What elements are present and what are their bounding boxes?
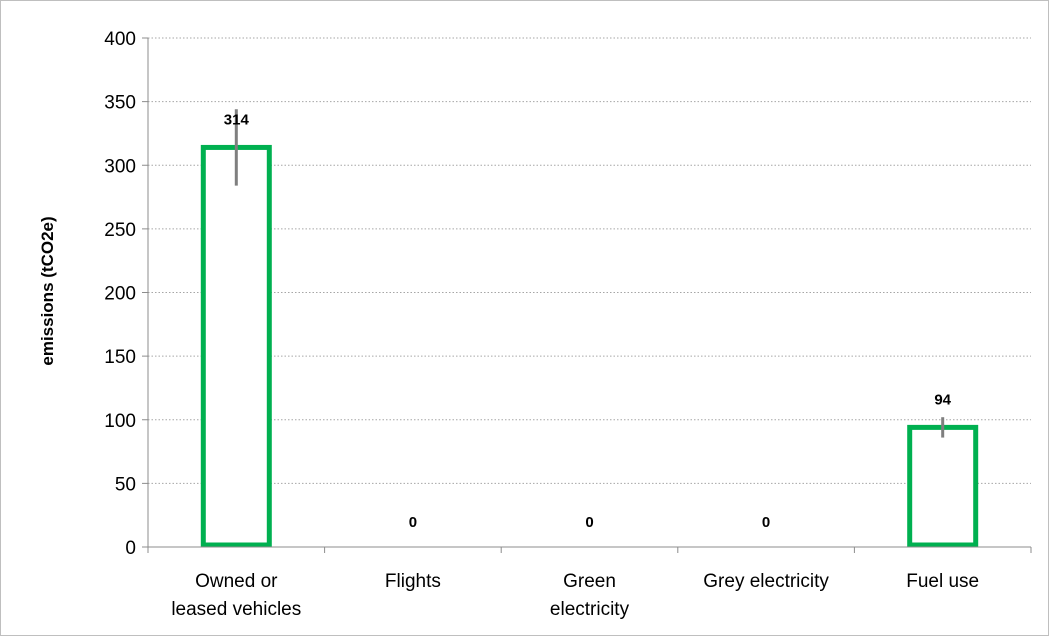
x-category-label: Grey electricity — [703, 571, 829, 592]
y-tick-label: 200 — [104, 284, 136, 305]
data-label: 0 — [585, 514, 593, 531]
y-tick-label: 50 — [115, 474, 136, 495]
data-label: 0 — [762, 514, 770, 531]
y-tick-label: 100 — [104, 411, 136, 432]
x-category-label-line: Grey electricity — [703, 571, 829, 592]
x-category-label: Fuel use — [906, 571, 979, 592]
y-tick-label: 0 — [125, 538, 136, 559]
x-category-label: Owned or leased vehicles — [171, 571, 301, 620]
bar — [907, 424, 979, 548]
x-category-label-line: electricity — [550, 599, 630, 620]
x-category-label-line: Owned or — [195, 571, 278, 592]
axes — [142, 37, 1032, 553]
y-tick-label: 400 — [104, 29, 136, 50]
bars — [200, 109, 979, 548]
x-category-label-line: Green — [563, 571, 616, 592]
y-tick-label: 150 — [104, 347, 136, 368]
y-tick-label: 250 — [104, 220, 136, 241]
x-category-label-line: Flights — [385, 571, 441, 592]
labels: 0 50 100 150 200 250 300 350 400 314 Owned or lease… — [104, 29, 979, 620]
data-label: 314 — [224, 111, 250, 128]
bar — [200, 144, 272, 548]
data-label: 0 — [409, 514, 417, 531]
x-category-label-line: Fuel use — [906, 571, 979, 592]
y-axis-title: emissions (tCO2e) — [38, 216, 57, 365]
data-label: 94 — [934, 391, 951, 408]
x-category-label: Green electricity — [550, 571, 630, 620]
y-tick-label: 300 — [104, 156, 136, 177]
x-category-label-line: leased vehicles — [171, 599, 301, 620]
gridlines — [148, 37, 1031, 484]
y-tick-label: 350 — [104, 93, 136, 114]
x-category-label: Flights — [385, 571, 441, 592]
